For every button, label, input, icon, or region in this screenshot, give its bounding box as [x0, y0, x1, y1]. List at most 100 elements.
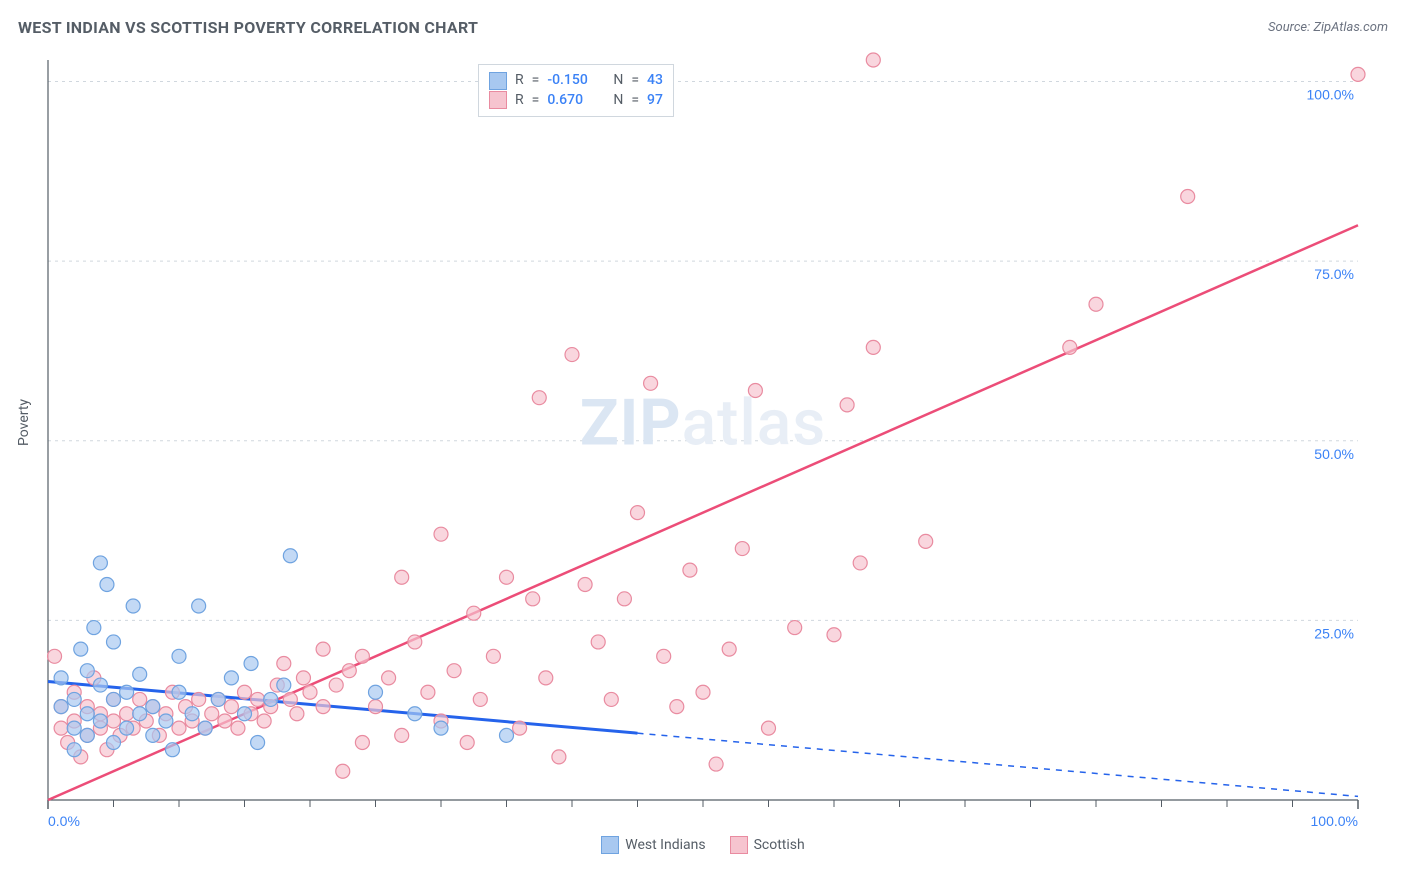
data-point-scottish	[218, 714, 232, 728]
data-point-west_indians	[67, 721, 81, 735]
data-point-scottish	[532, 391, 546, 405]
data-point-west_indians	[120, 721, 134, 735]
data-point-scottish	[1089, 297, 1103, 311]
data-point-west_indians	[107, 692, 121, 706]
data-point-scottish	[382, 671, 396, 685]
data-point-scottish	[565, 348, 579, 362]
data-point-west_indians	[80, 728, 94, 742]
data-point-west_indians	[277, 678, 291, 692]
data-point-west_indians	[126, 599, 140, 613]
legend-swatch	[489, 91, 507, 109]
data-point-scottish	[631, 506, 645, 520]
data-point-scottish	[919, 534, 933, 548]
data-point-west_indians	[198, 721, 212, 735]
data-point-scottish	[355, 736, 369, 750]
data-point-west_indians	[100, 577, 114, 591]
data-point-west_indians	[244, 656, 258, 670]
y-tick-label: 50.0%	[1314, 446, 1354, 462]
equals-sign: =	[532, 91, 540, 111]
n-label: N	[613, 71, 623, 91]
data-point-scottish	[395, 728, 409, 742]
data-point-scottish	[316, 700, 330, 714]
legend-swatch	[489, 72, 507, 90]
correlation-legend: R=-0.150N=43R=0.670N=97	[478, 64, 674, 117]
chart-title: WEST INDIAN VS SCOTTISH POVERTY CORRELAT…	[18, 18, 478, 37]
data-point-west_indians	[80, 664, 94, 678]
source-name: ZipAtlas.com	[1313, 20, 1388, 35]
data-point-scottish	[192, 692, 206, 706]
data-point-scottish	[107, 714, 121, 728]
data-point-scottish	[1351, 67, 1365, 81]
data-point-scottish	[552, 750, 566, 764]
data-point-west_indians	[133, 667, 147, 681]
data-point-scottish	[722, 642, 736, 656]
data-point-west_indians	[67, 743, 81, 757]
n-value: 97	[647, 91, 663, 111]
data-point-scottish	[513, 721, 527, 735]
data-point-scottish	[578, 577, 592, 591]
data-point-scottish	[866, 53, 880, 67]
data-point-scottish	[336, 764, 350, 778]
data-point-scottish	[277, 656, 291, 670]
legend-stats-row: R=-0.150N=43	[489, 71, 663, 91]
data-point-west_indians	[172, 649, 186, 663]
data-point-scottish	[1063, 340, 1077, 354]
data-point-west_indians	[133, 707, 147, 721]
data-point-west_indians	[54, 700, 68, 714]
data-point-scottish	[748, 383, 762, 397]
data-point-scottish	[617, 592, 631, 606]
chart-area: 25.0%50.0%75.0%100.0%0.0%100.0% ZIPatlas…	[48, 60, 1358, 850]
data-point-west_indians	[165, 743, 179, 757]
data-point-scottish	[290, 707, 304, 721]
data-point-scottish	[591, 635, 605, 649]
data-point-west_indians	[408, 707, 422, 721]
data-point-scottish	[434, 527, 448, 541]
data-point-west_indians	[120, 685, 134, 699]
n-value: 43	[647, 71, 663, 91]
r-value: -0.150	[547, 71, 597, 91]
data-point-scottish	[133, 692, 147, 706]
data-point-west_indians	[146, 728, 160, 742]
data-point-west_indians	[369, 685, 383, 699]
data-point-scottish	[342, 664, 356, 678]
data-point-west_indians	[107, 736, 121, 750]
source-attribution: Source: ZipAtlas.com	[1268, 20, 1388, 35]
data-point-west_indians	[224, 671, 238, 685]
data-point-scottish	[355, 649, 369, 663]
data-point-west_indians	[54, 671, 68, 685]
data-point-west_indians	[93, 556, 107, 570]
data-point-west_indians	[500, 728, 514, 742]
y-axis-label: Poverty	[16, 399, 32, 446]
data-point-west_indians	[74, 642, 88, 656]
r-value: 0.670	[547, 91, 597, 111]
data-point-west_indians	[211, 692, 225, 706]
data-point-scottish	[48, 649, 62, 663]
series-legend: West IndiansScottish	[48, 836, 1358, 854]
data-point-scottish	[866, 340, 880, 354]
data-point-scottish	[303, 685, 317, 699]
n-label: N	[613, 91, 623, 111]
data-point-west_indians	[251, 736, 265, 750]
data-point-west_indians	[238, 707, 252, 721]
data-point-scottish	[224, 700, 238, 714]
data-point-scottish	[500, 570, 514, 584]
data-point-scottish	[251, 692, 265, 706]
legend-item: Scottish	[730, 836, 805, 854]
data-point-scottish	[762, 721, 776, 735]
data-point-scottish	[257, 714, 271, 728]
data-point-west_indians	[93, 714, 107, 728]
data-point-scottish	[1181, 190, 1195, 204]
data-point-scottish	[329, 678, 343, 692]
data-point-west_indians	[93, 678, 107, 692]
data-point-scottish	[526, 592, 540, 606]
data-point-scottish	[283, 692, 297, 706]
header-bar: WEST INDIAN VS SCOTTISH POVERTY CORRELAT…	[18, 18, 1388, 37]
data-point-scottish	[447, 664, 461, 678]
chart-container: WEST INDIAN VS SCOTTISH POVERTY CORRELAT…	[0, 0, 1406, 892]
y-tick-label: 25.0%	[1314, 625, 1354, 641]
data-point-scottish	[238, 685, 252, 699]
data-point-scottish	[172, 721, 186, 735]
x-tick-label: 0.0%	[48, 813, 80, 829]
data-point-scottish	[408, 635, 422, 649]
trend-line-west-indians-dashed	[638, 733, 1359, 796]
